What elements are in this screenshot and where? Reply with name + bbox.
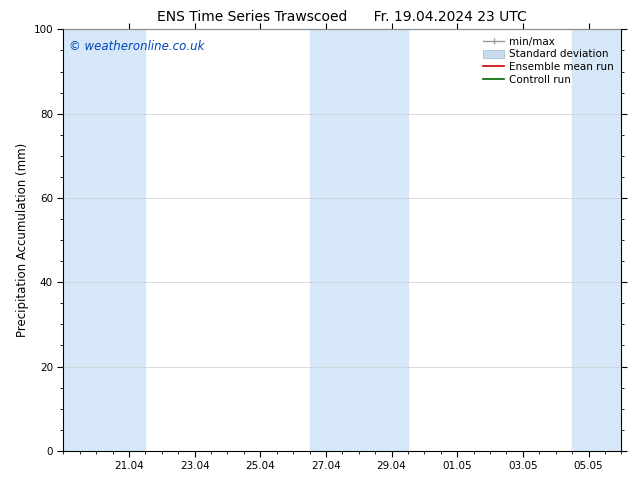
Bar xyxy=(309,29,408,451)
Legend: min/max, Standard deviation, Ensemble mean run, Controll run: min/max, Standard deviation, Ensemble me… xyxy=(481,35,616,87)
Y-axis label: Precipitation Accumulation (mm): Precipitation Accumulation (mm) xyxy=(16,143,29,337)
Bar xyxy=(63,29,145,451)
Bar xyxy=(572,29,621,451)
Text: © weatheronline.co.uk: © weatheronline.co.uk xyxy=(69,40,204,53)
Title: ENS Time Series Trawscoed      Fr. 19.04.2024 23 UTC: ENS Time Series Trawscoed Fr. 19.04.2024… xyxy=(157,10,527,24)
